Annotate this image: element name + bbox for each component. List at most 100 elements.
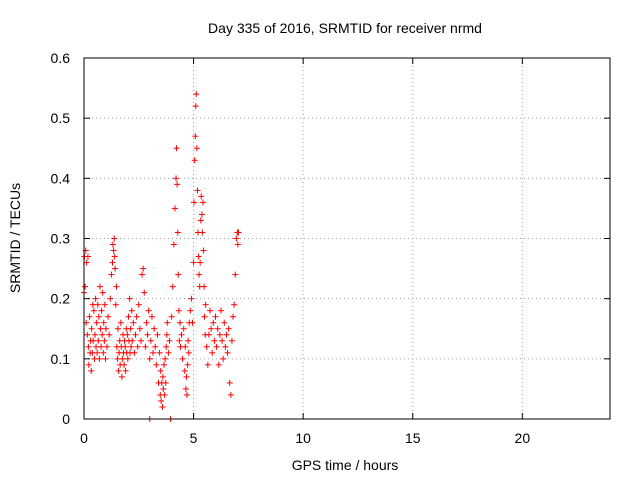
data-point [82,283,89,290]
data-point [185,349,192,356]
data-point [98,343,105,350]
data-point [224,349,231,356]
data-point [90,307,97,314]
data-point [143,319,150,326]
data-point [128,307,135,314]
data-point [100,319,107,326]
data-point [180,325,187,332]
data-point [211,337,218,344]
data-point [151,325,158,332]
data-point [164,319,171,326]
data-point [162,379,169,386]
data-point [168,313,175,320]
data-point [111,235,118,242]
data-point [227,391,234,398]
data-point [182,385,189,392]
data-point [96,355,103,362]
data-point [207,307,214,314]
data-point [183,373,190,380]
data-point [205,331,212,338]
data-point [222,343,229,350]
data-point [169,283,176,290]
data-point [192,133,199,140]
data-point [159,373,166,380]
data-point [230,313,237,320]
data-point [141,289,148,296]
data-point [231,301,238,308]
data-point [184,391,191,398]
data-point [134,343,141,350]
data-point [117,319,124,326]
data-point [114,325,121,332]
data-point [137,337,144,344]
x-tick-label: 0 [80,430,88,446]
data-point [121,361,128,368]
data-point [128,343,135,350]
data-point [124,331,131,338]
data-point [124,355,131,362]
data-point [175,307,182,314]
data-point [107,295,114,302]
data-point [162,355,169,362]
data-point [188,295,195,302]
y-tick-labels: 0 0.1 0.2 0.3 0.4 0.5 0.6 [51,50,71,427]
data-point [86,313,93,320]
data-point [109,241,116,248]
data-point [204,361,211,368]
data-point [163,331,170,338]
data-point [99,331,106,338]
data-point [104,343,111,350]
data-point [92,295,99,302]
data-point [153,361,160,368]
data-point [135,301,142,308]
data-point [221,319,228,326]
data-point [94,301,101,308]
data-point [201,283,208,290]
data-point [98,307,105,314]
data-point [154,331,161,338]
data-point [101,301,108,308]
data-point [198,211,205,218]
data-point [88,367,95,374]
y-tick-label: 0.2 [51,291,71,307]
data-point [233,235,240,242]
y-axis-label: SRMTID / TECUs [7,183,23,293]
data-point [88,325,95,332]
data-point [156,349,163,356]
data-point [176,337,183,344]
data-point [90,337,97,344]
data-point [129,337,136,344]
data-point [182,343,189,350]
data-point [195,253,202,260]
data-point [192,103,199,110]
data-point [112,265,119,272]
data-point [202,301,209,308]
data-point [147,337,154,344]
data-point [216,331,223,338]
data-point [115,367,122,374]
data-point [125,313,132,320]
data-point [93,319,100,326]
data-point [210,319,217,326]
y-tick-label: 0.5 [51,110,71,126]
data-point [163,343,170,350]
data-point [100,349,107,356]
data-point [219,337,226,344]
data-point [159,403,166,410]
data-point [89,301,96,308]
data-point [193,145,200,152]
data-point [160,361,167,368]
data-point [157,367,164,374]
data-point [214,325,221,332]
data-point [84,253,91,260]
data-point [108,271,115,278]
axis-ticks [83,57,610,420]
data-point [150,349,157,356]
data-point [133,313,140,320]
data-point [194,187,201,194]
data-point [228,337,235,344]
x-tick-label: 5 [190,430,198,446]
x-axis-label: GPS time / hours [292,457,399,473]
data-point [208,325,215,332]
data-point [173,175,180,182]
